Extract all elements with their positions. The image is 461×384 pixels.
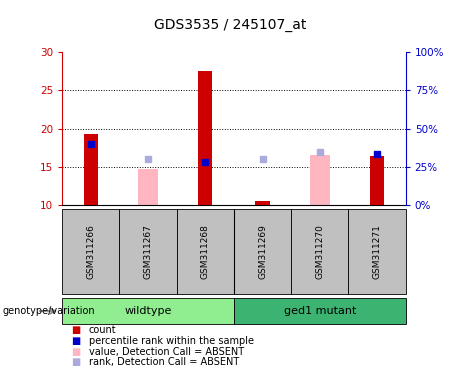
Bar [234, 209, 291, 294]
Bar [234, 298, 406, 324]
Text: GSM311266: GSM311266 [86, 224, 95, 279]
Bar [119, 209, 177, 294]
Text: wildtype: wildtype [124, 306, 172, 316]
Bar [177, 209, 234, 294]
Bar [291, 209, 349, 294]
Text: GSM311267: GSM311267 [143, 224, 153, 279]
Text: GDS3535 / 245107_at: GDS3535 / 245107_at [154, 18, 307, 32]
Bar [198, 71, 213, 205]
Bar [349, 209, 406, 294]
Text: ■: ■ [71, 347, 81, 357]
Bar [62, 209, 119, 294]
Text: GSM311268: GSM311268 [201, 224, 210, 279]
Text: count: count [89, 325, 117, 335]
Text: genotype/variation: genotype/variation [2, 306, 95, 316]
Text: ged1 mutant: ged1 mutant [284, 306, 356, 316]
Bar [310, 155, 330, 205]
Bar [62, 298, 234, 324]
Bar [138, 169, 158, 205]
Text: ■: ■ [71, 325, 81, 335]
Text: percentile rank within the sample: percentile rank within the sample [89, 336, 254, 346]
Text: GSM311271: GSM311271 [372, 224, 382, 279]
Text: rank, Detection Call = ABSENT: rank, Detection Call = ABSENT [89, 358, 239, 367]
Bar [84, 134, 98, 205]
Text: ■: ■ [71, 336, 81, 346]
Text: value, Detection Call = ABSENT: value, Detection Call = ABSENT [89, 347, 244, 357]
Text: GSM311269: GSM311269 [258, 224, 267, 279]
Bar [370, 156, 384, 205]
Text: GSM311270: GSM311270 [315, 224, 325, 279]
Bar [255, 201, 270, 205]
Text: ■: ■ [71, 358, 81, 367]
